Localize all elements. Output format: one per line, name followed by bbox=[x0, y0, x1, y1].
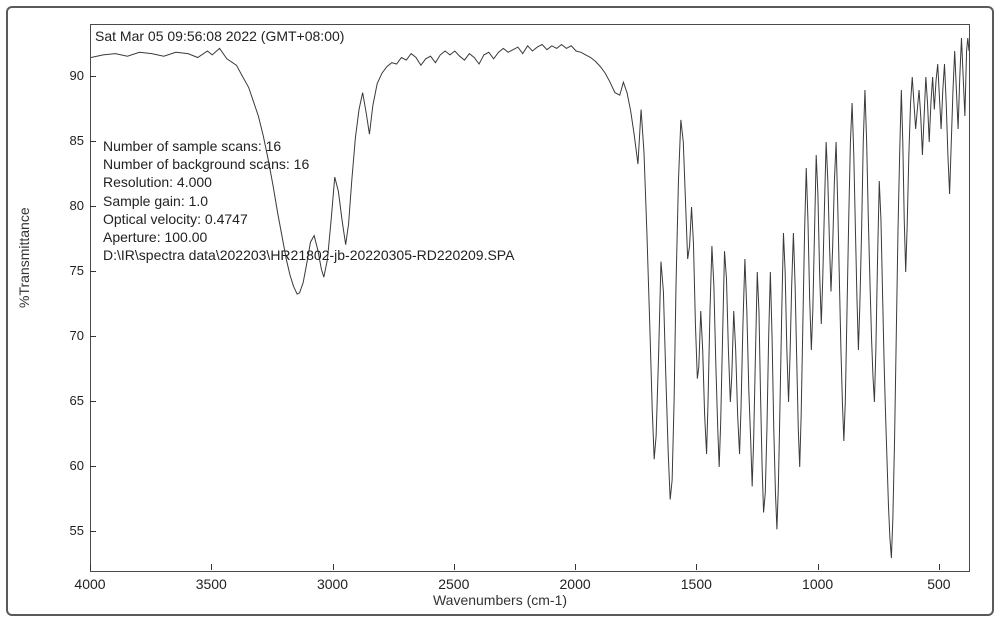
x-axis-label: Wavenumbers (cm-1) bbox=[433, 592, 567, 608]
y-tick-mark bbox=[90, 466, 96, 467]
y-tick-label: 65 bbox=[54, 393, 84, 408]
metadata-row: Optical velocity: 0.4747 bbox=[103, 210, 514, 228]
metadata-row: Aperture: 100.00 bbox=[103, 228, 514, 246]
metadata-row: Number of background scans: 16 bbox=[103, 155, 514, 173]
chart-plot-area: Sat Mar 05 09:56:08 2022 (GMT+08:00) Num… bbox=[90, 24, 970, 572]
y-tick-mark bbox=[90, 141, 96, 142]
x-tick-mark bbox=[575, 564, 576, 570]
y-tick-label: 75 bbox=[54, 263, 84, 278]
x-tick-mark bbox=[211, 564, 212, 570]
metadata-row: Sample gain: 1.0 bbox=[103, 192, 514, 210]
y-tick-label: 60 bbox=[54, 458, 84, 473]
y-tick-label: 70 bbox=[54, 328, 84, 343]
y-tick-label: 55 bbox=[54, 523, 84, 538]
y-tick-mark bbox=[90, 336, 96, 337]
x-tick-label: 3500 bbox=[196, 576, 227, 592]
y-tick-mark bbox=[90, 271, 96, 272]
x-tick-label: 500 bbox=[927, 576, 950, 592]
y-axis-label: %Transmittance bbox=[16, 207, 32, 308]
y-tick-mark bbox=[90, 531, 96, 532]
y-tick-label: 80 bbox=[54, 198, 84, 213]
y-tick-label: 85 bbox=[54, 133, 84, 148]
metadata-timestamp: Sat Mar 05 09:56:08 2022 (GMT+08:00) bbox=[95, 27, 344, 45]
x-tick-mark bbox=[696, 564, 697, 570]
x-tick-mark bbox=[90, 564, 91, 570]
metadata-row: D:\IR\spectra data\202203\HR21802-jb-202… bbox=[103, 246, 514, 264]
x-tick-label: 2000 bbox=[560, 576, 591, 592]
y-tick-mark bbox=[90, 76, 96, 77]
x-tick-label: 1000 bbox=[802, 576, 833, 592]
y-tick-mark bbox=[90, 206, 96, 207]
spectrum-line bbox=[91, 38, 969, 558]
metadata-row: Resolution: 4.000 bbox=[103, 173, 514, 191]
x-tick-mark bbox=[333, 564, 334, 570]
x-tick-mark bbox=[454, 564, 455, 570]
y-tick-mark bbox=[90, 401, 96, 402]
x-tick-label: 3000 bbox=[317, 576, 348, 592]
metadata-row: Number of sample scans: 16 bbox=[103, 137, 514, 155]
x-tick-label: 4000 bbox=[74, 576, 105, 592]
x-tick-label: 1500 bbox=[681, 576, 712, 592]
outer-frame: Sat Mar 05 09:56:08 2022 (GMT+08:00) Num… bbox=[6, 6, 994, 616]
x-tick-mark bbox=[818, 564, 819, 570]
x-tick-label: 2500 bbox=[438, 576, 469, 592]
metadata-block: Number of sample scans: 16Number of back… bbox=[103, 137, 514, 264]
x-tick-mark bbox=[939, 564, 940, 570]
spectrum-svg bbox=[91, 25, 969, 571]
y-tick-label: 90 bbox=[54, 68, 84, 83]
